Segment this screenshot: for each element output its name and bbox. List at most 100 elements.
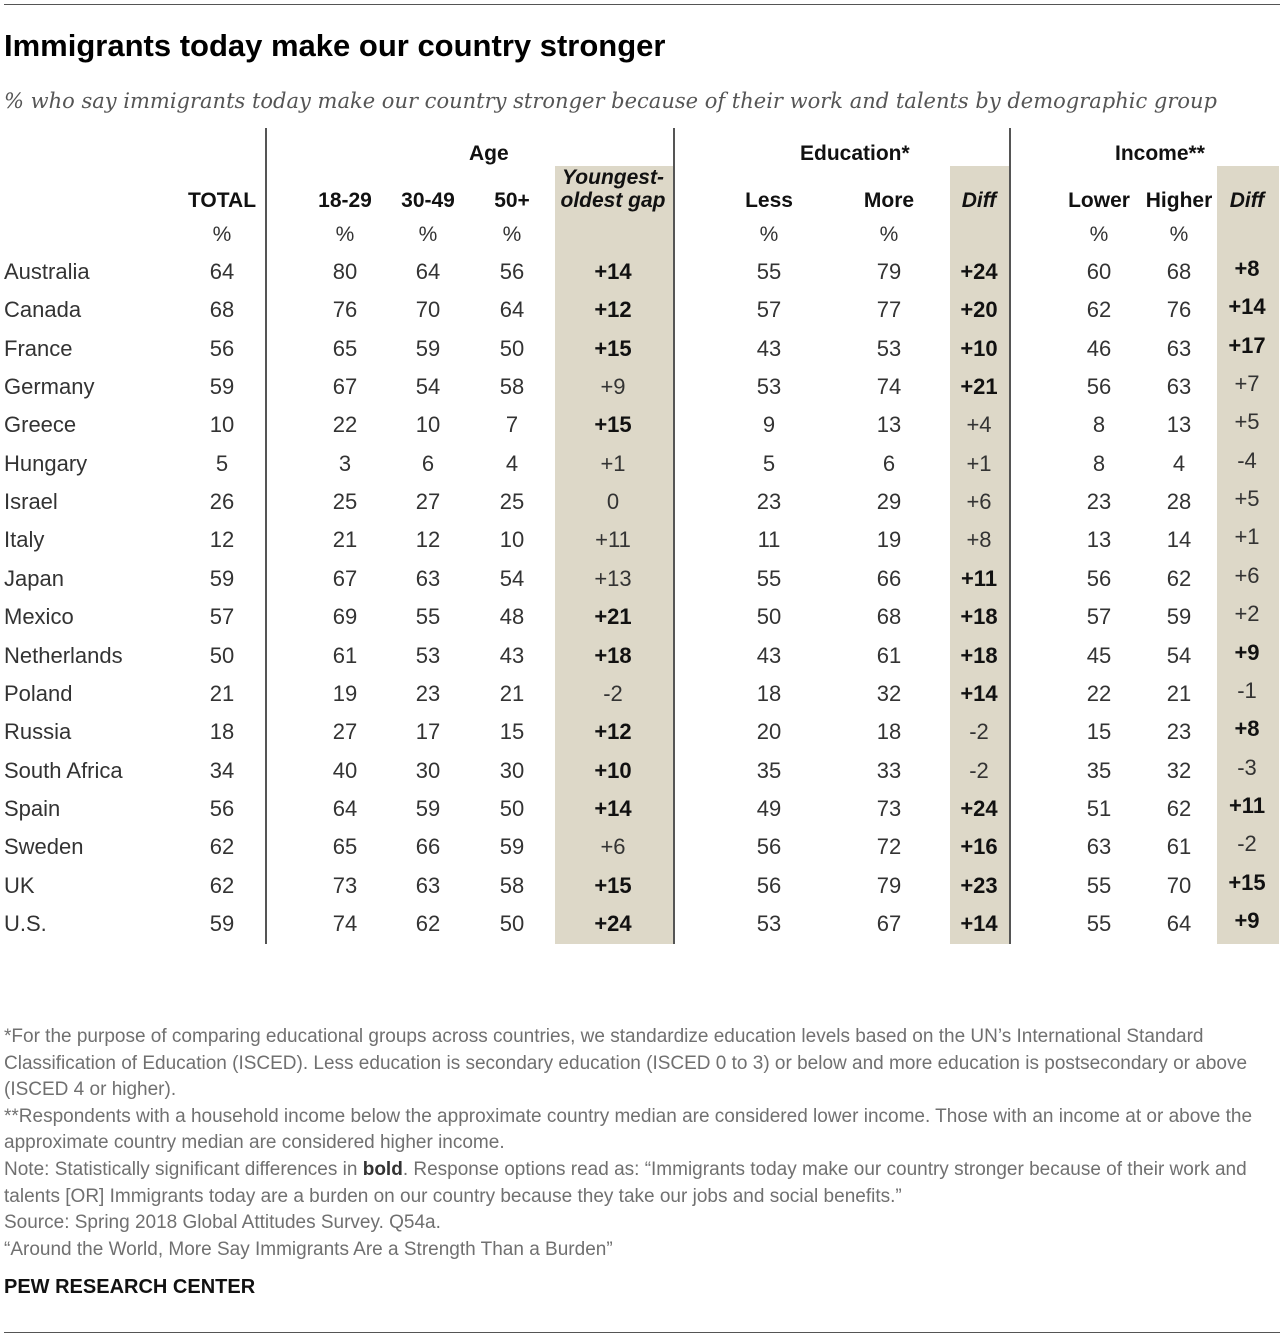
table-cell: 3 (338, 450, 352, 476)
country-label: Italy (4, 527, 45, 553)
table-cell: 50 (756, 604, 782, 630)
country-label: South Africa (4, 757, 123, 783)
table-cell: 66 (876, 565, 902, 591)
table-cell: +8 (966, 527, 992, 553)
table-cell: +24 (594, 910, 632, 936)
footnote-income: **Respondents with a household income be… (4, 1105, 1253, 1154)
table-cell: 40 (332, 757, 358, 783)
table-cell: -4 (1237, 447, 1257, 473)
table-cell: 69 (332, 604, 358, 630)
percent-sign: % (335, 223, 355, 246)
country-label: U.S. (4, 910, 47, 936)
table-cell: +13 (594, 565, 632, 591)
table-cell: 55 (1086, 872, 1112, 898)
table-cell: -2 (969, 719, 989, 745)
table-cell: +18 (594, 642, 632, 668)
table-cell: 18 (756, 680, 782, 706)
table-cell: 53 (756, 374, 782, 400)
table-cell: 55 (415, 604, 441, 630)
country-label: France (4, 335, 73, 361)
table-cell: 79 (876, 872, 902, 898)
table-cell: 67 (876, 910, 902, 936)
table-cell: 43 (756, 642, 782, 668)
country-label: Russia (4, 719, 72, 745)
table-cell: 27 (332, 719, 358, 745)
table-cell: 35 (1086, 757, 1112, 783)
table-cell: 50 (499, 910, 525, 936)
table-cell: 60 (1086, 259, 1112, 284)
table-cell: 33 (876, 757, 902, 783)
table-cell: +14 (960, 910, 998, 936)
table-cell: 56 (756, 834, 782, 860)
table-cell: 22 (1086, 680, 1112, 706)
table-cell: +5 (1234, 486, 1260, 512)
country-label: Greece (4, 412, 77, 438)
table-cell: 26 (209, 489, 235, 515)
table-cell: +11 (595, 527, 631, 553)
table-cell: 61 (332, 642, 358, 668)
table-cell: 62 (1166, 565, 1192, 591)
table-cell: 23 (415, 680, 441, 706)
column-header-inc-higher: Higher (1145, 189, 1213, 212)
table-cell: +18 (960, 642, 998, 668)
table-cell: 53 (756, 910, 782, 936)
country-label: Israel (4, 489, 58, 515)
table-cell: +15 (594, 335, 632, 361)
table-cell: 48 (499, 604, 525, 630)
table-cell: 54 (499, 565, 525, 591)
table-cell: 72 (876, 834, 902, 860)
bottom-rule (4, 1332, 1280, 1333)
table-cell: 10 (499, 527, 525, 553)
table-cell: +24 (960, 795, 998, 821)
percent-sign: % (418, 223, 438, 246)
table-cell: 59 (209, 374, 235, 400)
brand-logo-text: PEW RESEARCH CENTER (4, 1276, 256, 1298)
table-cell: -3 (1237, 754, 1257, 780)
table-cell: +5 (1234, 409, 1260, 435)
table-cell: 6 (882, 450, 896, 476)
table-cell: 56 (1086, 565, 1112, 591)
table-cell: 65 (332, 335, 358, 361)
table-cell: +14 (594, 259, 632, 284)
table-cell: 59 (1166, 604, 1192, 630)
table-cell: +9 (1234, 907, 1260, 933)
table-cell: +21 (960, 374, 998, 400)
table-cell: 46 (1086, 335, 1112, 361)
table-cell: +1 (1234, 524, 1260, 550)
table-cell: 63 (415, 565, 441, 591)
table-cell: 51 (1086, 795, 1112, 821)
column-header-age-18-29: 18-29 (318, 189, 372, 212)
table-cell: 55 (756, 565, 782, 591)
country-label: Sweden (4, 834, 84, 860)
footnotes: *For the purpose of comparing educationa… (4, 1024, 1276, 1263)
country-label: Spain (4, 795, 61, 821)
table-cell: +8 (1234, 256, 1260, 281)
table-cell: 64 (1166, 910, 1192, 936)
table-cell: 56 (209, 335, 235, 361)
table-cell: 21 (1166, 680, 1192, 706)
table-cell: 62 (1166, 795, 1192, 821)
table-cell: +16 (960, 834, 998, 860)
table-cell: 6 (421, 450, 435, 476)
table-cell: 65 (332, 834, 358, 860)
shade-income-diff-column (1217, 166, 1279, 944)
divider-line (1009, 128, 1011, 944)
table-cell: 18 (209, 719, 235, 745)
table-cell: 12 (415, 527, 441, 553)
table-cell: 25 (332, 489, 358, 515)
column-header-age-30-49: 30-49 (401, 189, 455, 212)
table-cell: 43 (756, 335, 782, 361)
column-header-edu-more: More (863, 189, 915, 212)
percent-sign: % (879, 223, 899, 246)
percent-sign: % (502, 223, 522, 246)
percent-sign: % (1089, 223, 1109, 246)
table-cell: 67 (332, 565, 358, 591)
column-header-inc-lower: Lower (1068, 189, 1130, 212)
country-label: Poland (4, 680, 73, 706)
table-cell: 62 (209, 872, 235, 898)
table-cell: 23 (756, 489, 782, 515)
table-cell: 77 (876, 297, 902, 323)
table-cell: +15 (594, 412, 632, 438)
table-cell: 54 (415, 374, 441, 400)
table-cell: 53 (415, 642, 441, 668)
